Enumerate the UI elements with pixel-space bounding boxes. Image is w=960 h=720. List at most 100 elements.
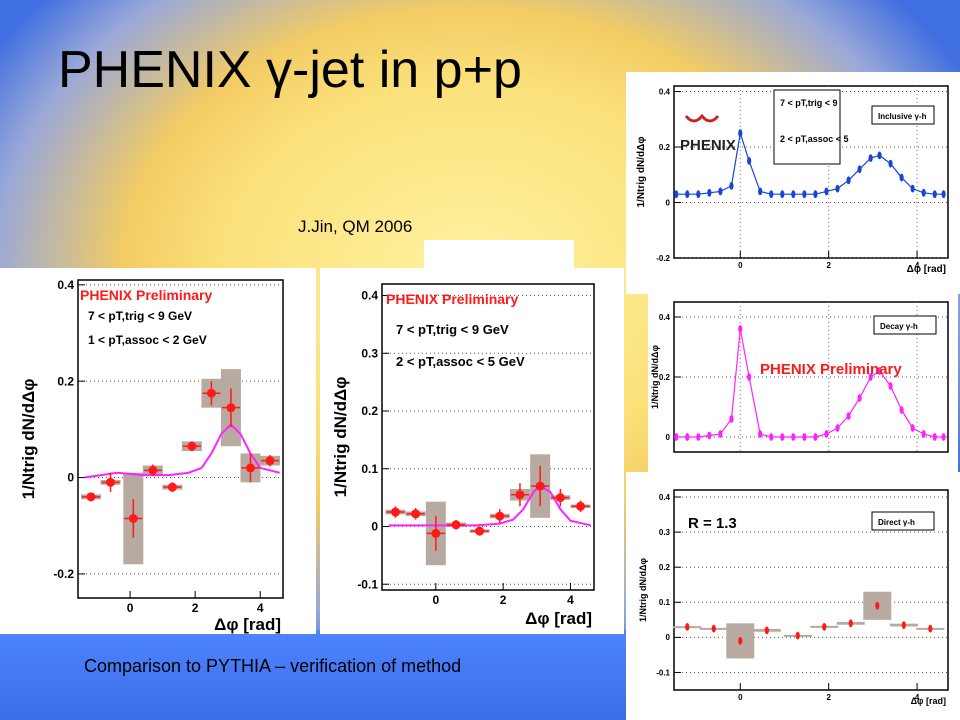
data-point bbox=[86, 492, 96, 502]
data-point bbox=[707, 431, 712, 440]
y-tick-label: 0.4 bbox=[361, 289, 378, 303]
y-tick-label: -0.1 bbox=[656, 668, 670, 677]
data-point bbox=[764, 626, 769, 635]
data-point bbox=[265, 456, 275, 466]
x-tick-label: 4 bbox=[915, 693, 920, 702]
x-tick-label: 2 bbox=[826, 261, 831, 270]
data-point bbox=[747, 157, 752, 165]
data-point bbox=[475, 526, 485, 536]
y-tick-label: 0 bbox=[67, 471, 74, 485]
attribution: J.Jin, QM 2006 bbox=[298, 217, 413, 236]
data-point bbox=[431, 528, 441, 538]
data-point bbox=[769, 433, 774, 441]
x-tick-label: 4 bbox=[257, 601, 264, 615]
legend-label: Inclusive γ-h bbox=[878, 112, 927, 121]
data-point bbox=[696, 433, 701, 441]
data-point bbox=[758, 430, 763, 438]
data-point bbox=[899, 406, 904, 414]
y-tick-label: 0.4 bbox=[659, 313, 671, 322]
slide-title: PHENIX γ-jet in p+p bbox=[58, 41, 522, 99]
data-point bbox=[167, 482, 177, 492]
cut-assoc-label: 1 < pT,assoc < 2 GeV bbox=[88, 333, 207, 347]
x-axis-label: Δφ [rad] bbox=[907, 264, 946, 275]
data-point bbox=[390, 507, 400, 517]
cut-trig-label: 7 < pT,trig < 9 bbox=[780, 98, 838, 108]
plot-frame bbox=[381, 283, 595, 591]
cut-assoc-label: 2 < pT,assoc < 5 bbox=[780, 134, 849, 144]
data-point bbox=[857, 394, 862, 402]
y-tick-label: 0.4 bbox=[57, 278, 74, 292]
data-point bbox=[206, 388, 216, 398]
data-point bbox=[941, 190, 946, 199]
data-point bbox=[245, 463, 255, 473]
plot-inclusive: -0.2 0 0.2 0.4 0 2 4 1/Ntrig dN/dΔφ Δφ [rad] PHEN… bbox=[636, 85, 949, 275]
y-tick-label: -0.2 bbox=[656, 254, 670, 263]
caption: Comparison to PYTHIA – verification of m… bbox=[84, 656, 462, 676]
data-point bbox=[846, 412, 851, 420]
cut-box bbox=[773, 89, 841, 165]
y-tick-label: -0.2 bbox=[53, 567, 74, 581]
data-point bbox=[780, 190, 785, 199]
plot-decay: 0 0.2 0.4 1/Ntrig dN/dΔφ PHENIX Preliminary D… bbox=[650, 301, 949, 453]
data-point bbox=[411, 509, 421, 519]
data-point bbox=[813, 190, 818, 199]
y-tick-label: 0 bbox=[666, 433, 671, 442]
data-point bbox=[685, 190, 690, 199]
pythia-curve bbox=[388, 484, 591, 527]
phenix-logo-mark bbox=[684, 113, 720, 123]
data-point bbox=[555, 493, 565, 503]
plot-assoc-2-5: -0.1 0 0.1 0.2 0.3 0.4 0 2 4 1/Ntrig dN/dΔφ Δφ [ra… bbox=[331, 283, 595, 628]
data-point bbox=[875, 601, 880, 610]
data-point bbox=[888, 159, 893, 168]
preliminary-label: PHENIX Preliminary bbox=[80, 287, 212, 303]
data-point bbox=[868, 373, 873, 381]
x-tick-label: 2 bbox=[826, 693, 831, 702]
plot-frame bbox=[77, 279, 284, 599]
data-point bbox=[718, 187, 723, 196]
legend-box bbox=[871, 511, 935, 531]
data-point bbox=[928, 624, 933, 633]
data-point bbox=[910, 424, 915, 432]
data-point bbox=[824, 187, 829, 196]
legend-label: Decay γ-h bbox=[880, 322, 918, 331]
plot-panel-inclusive: -0.2 0 0.2 0.4 0 2 4 1/Ntrig dN/dΔφ Δφ [rad] PHEN… bbox=[626, 72, 960, 294]
data-point bbox=[868, 154, 873, 163]
x-tick-label: 0 bbox=[127, 601, 134, 615]
y-tick-label: 0.1 bbox=[361, 462, 378, 476]
plot-panel-assoc-1-2: -0.2 0 0.2 0.4 0 2 4 1/Ntrig dN/dΔφ Δφ [rad] PHEN… bbox=[0, 268, 316, 634]
plot-frame bbox=[673, 489, 949, 691]
data-point bbox=[835, 424, 840, 432]
legend-label: Direct γ-h bbox=[878, 518, 915, 527]
x-tick-label: 2 bbox=[192, 601, 199, 615]
data-point bbox=[877, 367, 882, 375]
data-point bbox=[685, 622, 690, 631]
data-point bbox=[932, 190, 937, 199]
cut-trig-label: 7 < pT,trig < 9 GeV bbox=[396, 322, 509, 337]
y-tick-label: 0 bbox=[371, 520, 378, 534]
y-tick-label: -0.1 bbox=[357, 577, 378, 591]
data-point bbox=[899, 173, 904, 182]
data-point bbox=[128, 514, 138, 523]
data-point bbox=[707, 188, 712, 197]
y-tick-label: 0.3 bbox=[361, 346, 378, 360]
data-point bbox=[747, 373, 752, 381]
data-point bbox=[780, 433, 785, 441]
y-axis-label: 1/Ntrig dN/dΔφ bbox=[331, 377, 350, 498]
y-axis-label: 1/Ntrig dN/dΔφ bbox=[19, 379, 38, 500]
x-tick-label: 0 bbox=[738, 693, 743, 702]
data-point bbox=[822, 622, 827, 631]
x-axis-label: Δφ [rad] bbox=[911, 696, 946, 706]
data-point bbox=[535, 481, 545, 491]
panel-tab-cover bbox=[424, 240, 574, 270]
x-tick-label: 0 bbox=[432, 593, 439, 607]
plot-direct: -0.1 0 0.1 0.2 0.3 0.4 0 2 4 1/Ntrig dN/dΔφ Δφ [ra… bbox=[638, 489, 949, 706]
data-point bbox=[791, 433, 796, 441]
data-point bbox=[921, 188, 926, 197]
data-point bbox=[106, 477, 116, 487]
x-tick-label: 2 bbox=[500, 593, 507, 607]
x-axis-label: Δφ [rad] bbox=[214, 615, 281, 634]
fit-curve bbox=[676, 328, 944, 438]
data-point bbox=[795, 631, 800, 640]
data-point bbox=[685, 433, 690, 441]
data-point bbox=[901, 621, 906, 629]
